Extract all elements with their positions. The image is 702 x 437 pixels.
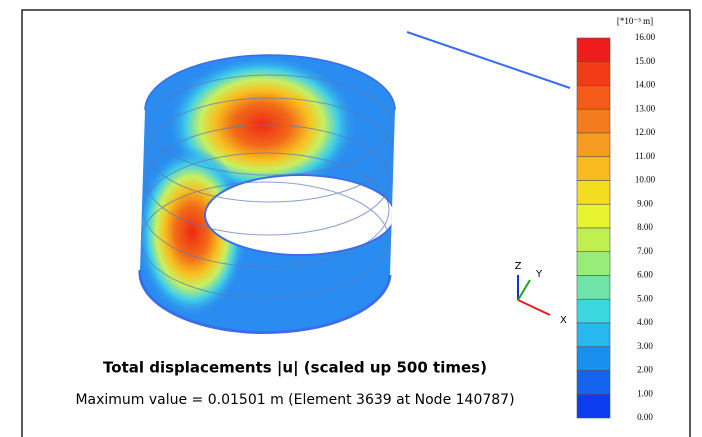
axis-label: X [560,315,567,326]
legend-label: 14.00 [635,80,656,90]
model [137,55,395,333]
legend-label: 9.00 [637,198,653,208]
legend-label: 3.00 [637,341,653,351]
legend-band [577,252,610,276]
legend-band [577,133,610,157]
viewport: Z Y X Total displacements |u| (scaled up… [0,0,702,437]
legend-band [577,276,610,300]
legend-band [577,38,610,62]
legend-label: 10.00 [635,175,656,185]
legend-band [577,323,610,347]
legend-band [577,86,610,110]
legend-label: 12.00 [635,127,656,137]
legend-band [577,109,610,133]
legend-band [577,181,610,205]
legend-label: 15.00 [635,56,656,66]
legend-label: 13.00 [635,103,656,113]
legend-band [577,394,610,418]
legend-label: 16.00 [635,32,656,42]
legend-label: 5.00 [637,293,653,303]
legend-band [577,299,610,323]
legend-label: 6.00 [637,270,653,280]
legend-label: 0.00 [637,412,653,422]
axis-label: Y [535,269,543,280]
axis-label: Z [515,261,522,272]
plot-title: Total displacements |u| (scaled up 500 t… [103,359,487,378]
legend-band [577,228,610,252]
legend-label: 2.00 [637,365,653,375]
legend-band [577,157,610,181]
legend-unit: [*10⁻³ m] [617,16,653,26]
screen: Z Y X Total displacements |u| (scaled up… [0,0,702,437]
legend-label: 7.00 [637,246,653,256]
legend-label: 1.00 [637,388,653,398]
plot-subtitle: Maximum value = 0.01501 m (Element 3639 … [75,392,514,408]
legend-band [577,62,610,86]
legend-label: 8.00 [637,222,653,232]
legend-band [577,347,610,371]
legend-band [577,204,610,228]
legend-band [577,371,610,395]
legend-label: 11.00 [635,151,655,161]
legend-label: 4.00 [637,317,653,327]
